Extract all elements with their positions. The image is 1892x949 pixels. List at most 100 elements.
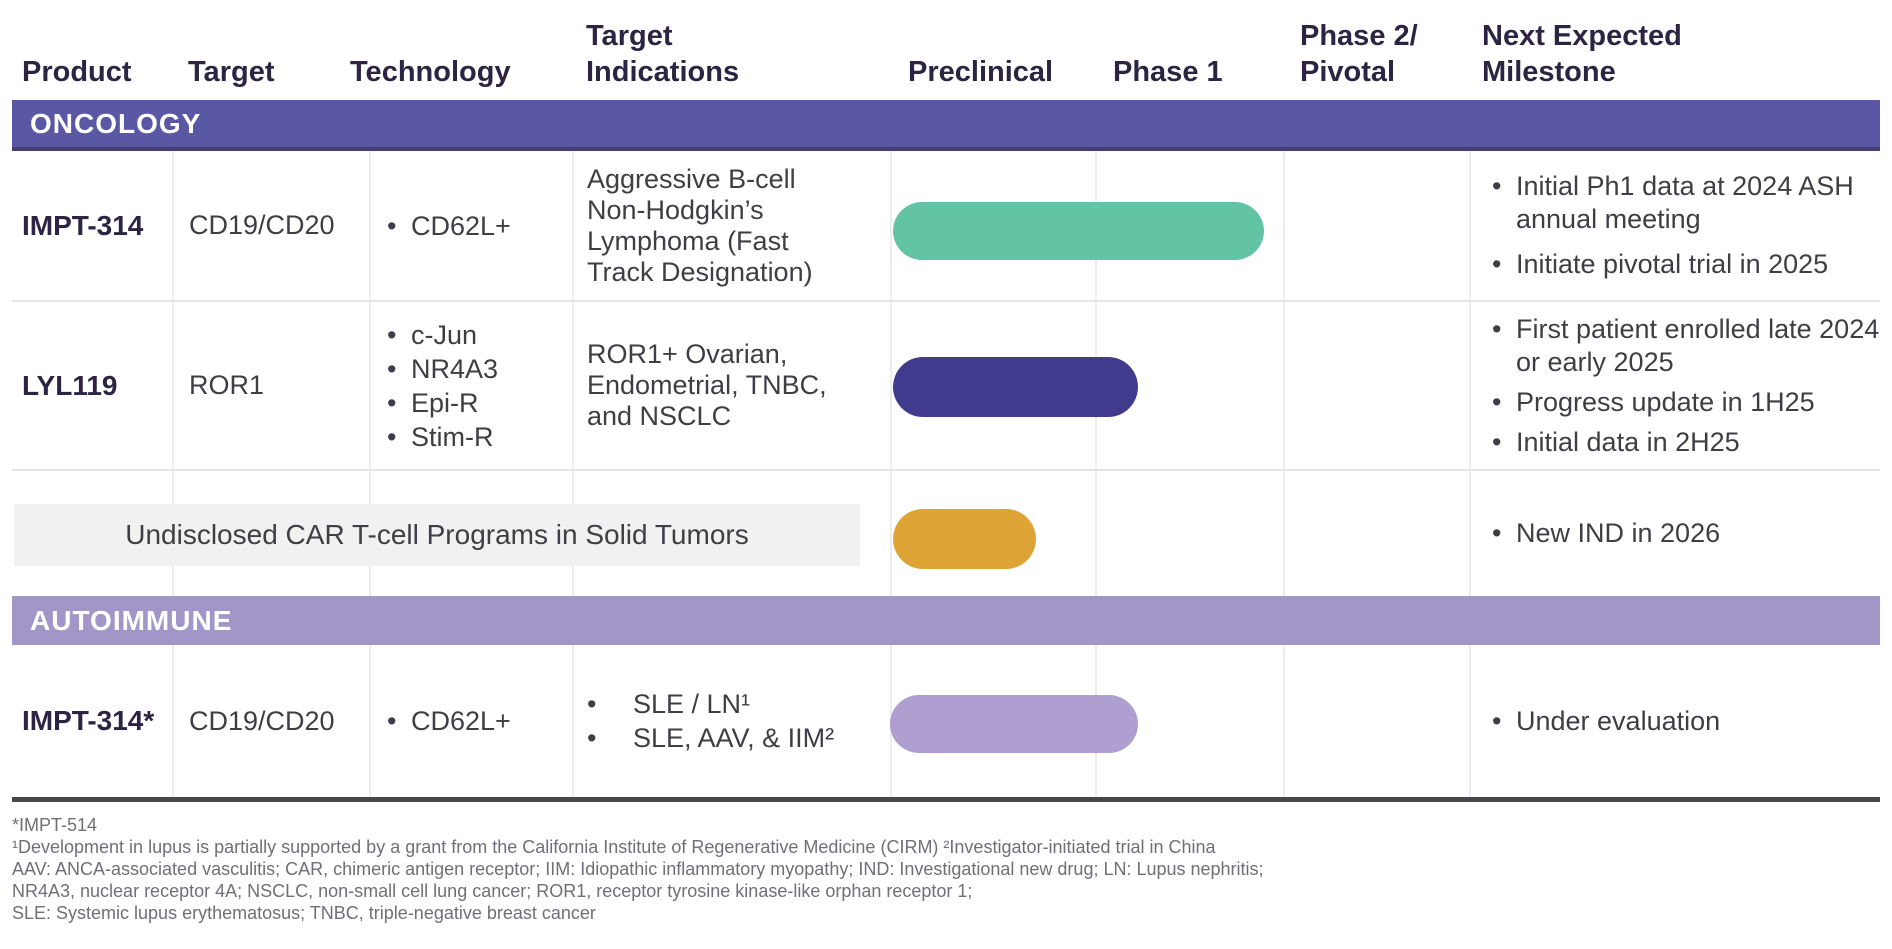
section-label-oncology: ONCOLOGY: [30, 107, 202, 139]
milestone-item: • New IND in 2026: [1492, 517, 1720, 550]
bullet-icon: •: [1492, 426, 1502, 457]
milestone-text: Progress update in 1H25: [1516, 386, 1815, 417]
product-name: IMPT-314: [22, 209, 144, 241]
table-row-undisclosed-programs: • New IND in 2026 Undisclosed CAR T-cell…: [12, 469, 1880, 596]
milestone-item: • Under evaluation: [1492, 705, 1720, 738]
bullet-icon: •: [1492, 705, 1502, 736]
technology-label: CD62L+: [411, 210, 511, 241]
indications-text: Aggressive B-cell Non-Hodgkin’s Lymphoma…: [587, 163, 813, 287]
milestone-text: First patient enrolled late 2024 or earl…: [1516, 313, 1880, 377]
cell-phase2: [1283, 151, 1469, 300]
column-header-product: Product: [22, 56, 132, 88]
product-name: IMPT-314*: [22, 705, 155, 736]
technology-item: • Epi-R: [387, 386, 498, 420]
bullet-icon: •: [387, 387, 397, 418]
cell-product: LYL119: [12, 302, 172, 469]
cell-indications: • SLE / LN¹ • SLE, AAV, & IIM²: [572, 645, 890, 797]
cell-technology: • CD62L+: [369, 645, 572, 797]
footnotes: *IMPT-514 ¹Development in lupus is parti…: [12, 814, 1264, 924]
milestone-item: • Initiate pivotal trial in 2025: [1492, 248, 1880, 281]
indication-item: • SLE / LN¹: [587, 687, 834, 721]
cell-preclinical: [890, 471, 1095, 596]
cell-target: CD19/CD20: [172, 151, 369, 300]
milestone-text: Initial data in 2H25: [1516, 426, 1740, 457]
milestone-text: Initiate pivotal trial in 2025: [1516, 249, 1829, 279]
section-label-autoimmune: AUTOIMMUNE: [30, 604, 233, 636]
bullet-icon: •: [1492, 249, 1502, 279]
phase-progress-bar-impt314-oncology: [893, 202, 1264, 260]
column-header-phase2-pivotal: Phase 2/ Pivotal: [1300, 20, 1418, 88]
cell-milestones: • Under evaluation: [1469, 645, 1880, 797]
milestone-item: • First patient enrolled late 2024 or ea…: [1492, 313, 1880, 379]
technology-item: • NR4A3: [387, 352, 498, 386]
cell-target: CD19/CD20: [172, 645, 369, 797]
table-row-impt314-oncology: IMPT-314 CD19/CD20 • CD62L+ Aggressive B…: [12, 151, 1880, 300]
technology-item: • CD62L+: [387, 704, 511, 738]
phase-progress-bar-undisclosed: [893, 509, 1036, 569]
cell-phase2: [1283, 471, 1469, 596]
technology-label: CD62L+: [411, 706, 511, 736]
bullet-icon: •: [387, 706, 397, 736]
bullet-icon: •: [1492, 518, 1502, 548]
milestone-text: Under evaluation: [1516, 705, 1721, 736]
cell-technology: • c-Jun • NR4A3 • Epi-R • Stim-R: [369, 302, 572, 469]
bullet-icon: •: [587, 689, 597, 719]
bullet-icon: •: [387, 421, 397, 452]
footnote-line: ¹Development in lupus is partially suppo…: [12, 837, 1216, 857]
bullet-icon: •: [387, 353, 397, 384]
indication-item: • SLE, AAV, & IIM²: [587, 721, 834, 755]
product-name: LYL119: [22, 369, 118, 401]
target-value: CD19/CD20: [189, 705, 335, 736]
cell-phase1: [1095, 471, 1283, 596]
column-header-preclinical: Preclinical: [908, 56, 1054, 88]
bullet-icon: •: [387, 210, 397, 241]
table-row-impt314-autoimmune: IMPT-314* CD19/CD20 • CD62L+ • SLE / LN¹…: [12, 645, 1880, 797]
bullet-icon: •: [1492, 171, 1502, 201]
cell-target: ROR1: [172, 302, 369, 469]
column-header-technology: Technology: [350, 56, 511, 88]
technology-label: NR4A3: [411, 353, 499, 384]
cell-technology: • CD62L+: [369, 151, 572, 300]
table-bottom-rule: [12, 797, 1880, 802]
footnote-line: AAV: ANCA-associated vasculitis; CAR, ch…: [12, 859, 1264, 879]
milestone-text: New IND in 2026: [1516, 518, 1721, 548]
cell-product: IMPT-314*: [12, 645, 172, 797]
target-value: CD19/CD20: [189, 210, 335, 240]
footnote-line: SLE: Systemic lupus erythematosus; TNBC,…: [12, 903, 596, 923]
technology-item: • CD62L+: [387, 209, 511, 243]
column-header-target-indications: Target Indications: [586, 20, 740, 88]
section-band-oncology: ONCOLOGY: [12, 100, 1880, 151]
cell-milestones: • Initial Ph1 data at 2024 ASH annual me…: [1469, 151, 1880, 300]
indication-text: SLE, AAV, & IIM²: [633, 723, 835, 753]
technology-item: • c-Jun: [387, 318, 498, 352]
target-value: ROR1: [189, 370, 265, 400]
bullet-icon: •: [1492, 313, 1502, 344]
cell-preclinical: [890, 151, 1095, 300]
technology-item: • Stim-R: [387, 420, 498, 454]
phase-progress-bar-lyl119: [893, 357, 1138, 417]
cell-phase2: [1283, 302, 1469, 469]
footnote-line: *IMPT-514: [12, 815, 98, 835]
milestone-item: • Initial data in 2H25: [1492, 426, 1880, 459]
cell-indications: ROR1+ Ovarian, Endometrial, TNBC, and NS…: [572, 302, 890, 469]
bullet-icon: •: [1492, 386, 1502, 417]
cell-milestones: • New IND in 2026: [1469, 471, 1880, 596]
cell-indications: Aggressive B-cell Non-Hodgkin’s Lymphoma…: [572, 151, 890, 300]
bullet-icon: •: [587, 723, 597, 753]
technology-label: Epi-R: [411, 387, 479, 418]
phase-progress-bar-impt314-autoimmune: [890, 695, 1138, 753]
section-band-autoimmune: AUTOIMMUNE: [12, 596, 1880, 645]
cell-phase2: [1283, 645, 1469, 797]
column-header-next-expected-milestone: Next Expected Milestone: [1482, 20, 1682, 88]
column-header-target: Target: [188, 56, 275, 88]
cell-milestones: • First patient enrolled late 2024 or ea…: [1469, 302, 1880, 469]
milestone-item: • Initial Ph1 data at 2024 ASH annual me…: [1492, 170, 1880, 236]
technology-label: Stim-R: [411, 421, 494, 452]
undisclosed-programs-label: Undisclosed CAR T-cell Programs in Solid…: [125, 519, 749, 550]
technology-label: c-Jun: [411, 319, 478, 350]
cell-product: IMPT-314: [12, 151, 172, 300]
table-row-lyl119: LYL119 ROR1 • c-Jun • NR4A3 • Epi-R: [12, 300, 1880, 469]
milestone-item: • Progress update in 1H25: [1492, 386, 1880, 419]
column-header-phase1: Phase 1: [1113, 56, 1223, 88]
